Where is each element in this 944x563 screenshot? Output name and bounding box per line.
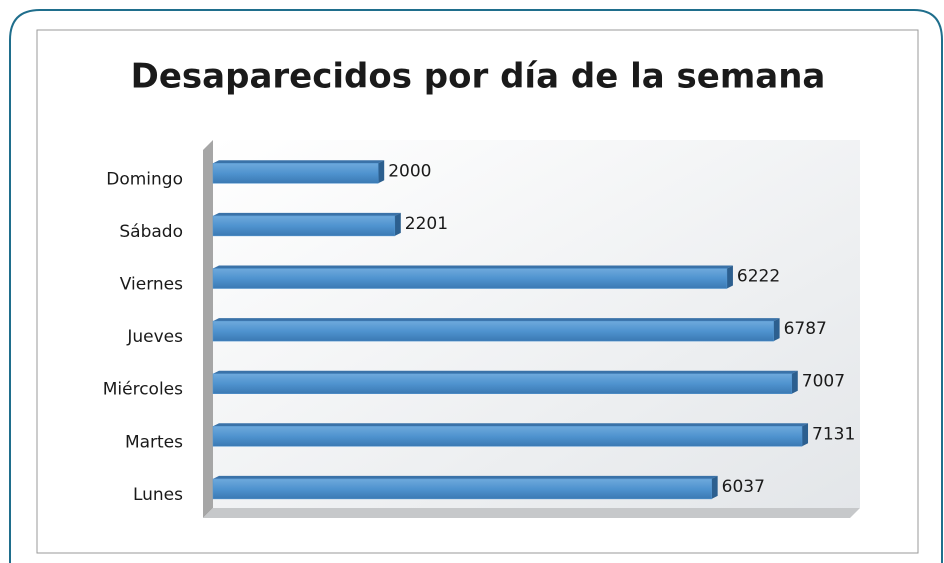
bar-face bbox=[212, 478, 712, 500]
bar-top bbox=[213, 265, 733, 269]
y-tick-label: Martes bbox=[125, 432, 183, 452]
bar-end bbox=[802, 423, 809, 447]
y-tick-label: Domingo bbox=[106, 169, 183, 189]
data-label: 7007 bbox=[802, 372, 845, 392]
bar-face bbox=[212, 268, 728, 289]
data-label: 7131 bbox=[812, 424, 855, 444]
bar: 2201 bbox=[212, 212, 448, 237]
bar-end bbox=[726, 265, 733, 289]
y-tick-label: Miércoles bbox=[103, 380, 183, 400]
data-label: 6037 bbox=[722, 477, 765, 497]
y-tick-label: Lunes bbox=[133, 485, 183, 505]
y-tick-label: Sábado bbox=[119, 222, 183, 242]
bar-face bbox=[212, 215, 396, 237]
bar: 7131 bbox=[212, 423, 855, 447]
bar-end bbox=[791, 370, 798, 394]
floor bbox=[203, 508, 860, 518]
bar: 2000 bbox=[212, 160, 431, 184]
y-tick-label: Jueves bbox=[126, 327, 183, 347]
bar-top bbox=[213, 423, 809, 427]
bar-end bbox=[378, 160, 385, 184]
bar-top bbox=[213, 370, 798, 374]
bar-top bbox=[213, 160, 385, 164]
data-label: 2201 bbox=[405, 214, 448, 234]
bar: 6787 bbox=[212, 318, 827, 342]
y-tick-label: Viernes bbox=[120, 275, 183, 295]
data-label: 2000 bbox=[388, 161, 431, 181]
bar-face bbox=[212, 320, 774, 342]
bar-end bbox=[711, 475, 718, 499]
bar-face bbox=[212, 163, 379, 184]
bar: 6037 bbox=[212, 475, 765, 500]
bar-top bbox=[213, 318, 780, 322]
chart-title: Desaparecidos por día de la semana bbox=[131, 57, 826, 97]
bar-face bbox=[212, 373, 793, 394]
side-wall bbox=[203, 140, 213, 518]
bar-end bbox=[773, 318, 780, 342]
bar: 7007 bbox=[212, 370, 845, 394]
data-label: 6787 bbox=[784, 319, 827, 339]
bar: 6222 bbox=[212, 265, 780, 289]
frame bbox=[9, 9, 943, 563]
data-label: 6222 bbox=[737, 267, 780, 287]
bar-end bbox=[394, 212, 401, 236]
bar-face bbox=[212, 426, 803, 447]
bar-top bbox=[213, 212, 401, 216]
bar-top bbox=[213, 475, 718, 479]
